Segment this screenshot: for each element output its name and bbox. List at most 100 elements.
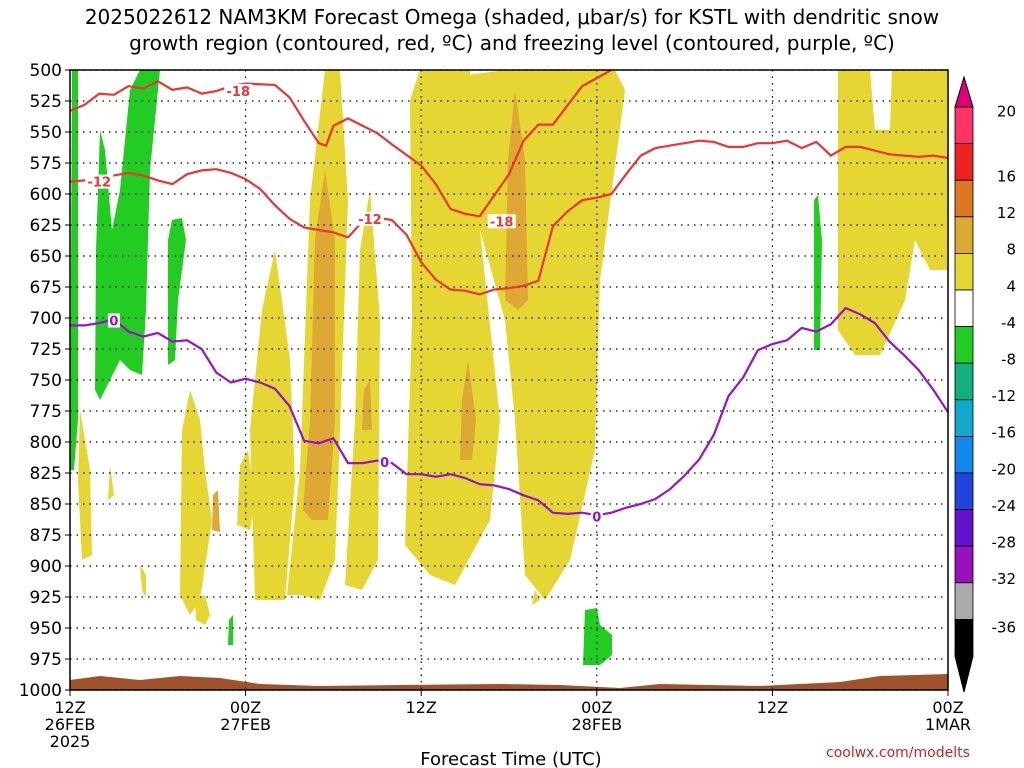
colorbar-swatch: [954, 252, 974, 291]
contour-label--18: -18: [227, 85, 251, 100]
omega-shaded-area: [212, 490, 220, 532]
colorbar-label: -12: [992, 387, 1017, 405]
pressure-tick-label: 500: [30, 61, 62, 81]
contour-label-bg: [85, 174, 114, 189]
site-credit: coolwx.com/modelts: [826, 745, 970, 761]
pressure-tick-label: 675: [30, 278, 62, 298]
colorbar-swatch: [954, 143, 974, 181]
colorbar-label: 20: [997, 102, 1016, 120]
pressure-tick-label: 575: [30, 154, 62, 174]
contour-label-bg: [378, 454, 391, 469]
omega-shading-layer: [70, 70, 948, 690]
colorbar-swatch: [954, 619, 974, 657]
omega-shaded-area: [583, 608, 612, 665]
contour-label-bg: [590, 509, 603, 524]
title-line-1: 2025022612 NAM3KM Forecast Omega (shaded…: [84, 5, 940, 29]
time-tick-label: 12Z: [406, 698, 437, 717]
colorbar-label: -8: [1001, 351, 1016, 369]
time-tick-label: 00Z: [581, 698, 612, 717]
time-tick-label: 12Z: [54, 698, 85, 717]
omega-shaded-area: [108, 465, 114, 500]
time-tick-label: 1MAR: [925, 715, 971, 734]
omega-shaded-area: [78, 410, 92, 560]
contour-label-0: 0: [592, 510, 601, 525]
time-tick-label: 00Z: [230, 698, 261, 717]
pressure-axis: 500 525 550 575 600 625 650 675 700 725 750 775 800 8…: [19, 61, 70, 701]
omega-shaded-area: [814, 195, 822, 350]
time-tick-label: 12Z: [757, 698, 788, 717]
time-tick-label: 28FEB: [571, 715, 622, 734]
title-line-2: growth region (contoured, red, ºC) and f…: [129, 31, 895, 55]
colorbar-swatch: [954, 216, 974, 254]
pressure-tick-label: 850: [30, 495, 62, 515]
omega-colorbar: 20 16 12 8 4 -4 -8 -12 -16 -20 -24 -28 -32 -36: [954, 75, 1017, 693]
contour-label-bg: [224, 84, 253, 99]
colorbar-swatch: [954, 179, 974, 218]
omega-shaded-area: [237, 450, 255, 530]
colorbar-label: -16: [992, 424, 1017, 442]
pressure-tick-label: 875: [30, 526, 62, 546]
omega-shaded-area: [195, 595, 210, 625]
pressure-tick-label: 525: [30, 92, 62, 112]
contour-label-bg: [107, 313, 120, 328]
time-tick-label: 00Z: [932, 698, 963, 717]
colorbar-label: -36: [992, 619, 1017, 637]
pressure-tick-label: 975: [30, 650, 62, 670]
pressure-tick-label: 950: [30, 619, 62, 639]
omega-shaded-area: [250, 250, 295, 600]
pressure-tick-label: 825: [30, 464, 62, 484]
pressure-tick-label: 900: [30, 557, 62, 577]
pressure-tick-label: 625: [30, 216, 62, 236]
omega-shaded-area: [303, 170, 335, 520]
colorbar-swatch: [954, 326, 974, 364]
omega-shaded-area: [180, 390, 212, 615]
contour-label-bg: [355, 211, 384, 226]
colorbar-swatch: [954, 289, 974, 327]
pressure-tick-label: 700: [30, 309, 62, 329]
colorbar-swatch: [954, 582, 974, 620]
colorbar-swatch: [954, 472, 974, 510]
omega-shaded-area: [345, 190, 380, 590]
colorbar-label: -32: [992, 570, 1017, 588]
contour-label-0: 0: [380, 456, 389, 471]
pressure-tick-label: 750: [30, 371, 62, 391]
colorbar-label: 8: [1006, 241, 1016, 259]
pressure-tick-label: 800: [30, 433, 62, 453]
omega-shaded-area: [70, 674, 948, 690]
omega-shaded-area: [168, 218, 186, 365]
pressure-tick-label: 600: [30, 185, 62, 205]
colorbar-bottom-arrow: [954, 655, 974, 693]
x-axis-title: Forecast Time (UTC): [420, 749, 601, 768]
omega-shaded-area: [70, 70, 78, 470]
time-tick-label: 2025: [50, 732, 91, 751]
time-tick-label: 26FEB: [45, 715, 96, 734]
pressure-tick-label: 550: [30, 123, 62, 143]
colorbar-label: 12: [997, 204, 1016, 222]
contour-line--18: [69, 69, 612, 218]
colorbar-label: -4: [1001, 314, 1016, 332]
colorbar-top-arrow: [954, 75, 974, 108]
colorbar-swatch: [954, 362, 974, 401]
colorbar-swatch: [954, 545, 974, 584]
pressure-tick-label: 925: [30, 588, 62, 608]
omega-shaded-area: [362, 380, 372, 430]
colorbar-label: -24: [992, 497, 1017, 515]
pressure-tick-label: 650: [30, 247, 62, 267]
omega-shaded-area: [95, 70, 160, 400]
contour-line-0: [70, 306, 949, 517]
omega-shaded-area: [532, 590, 540, 605]
colorbar-label: -28: [992, 534, 1017, 552]
omega-shaded-area: [838, 70, 948, 355]
omega-shaded-area: [460, 360, 476, 460]
contours-layer: -18 -18 -12 -12 0 0 0: [69, 69, 949, 525]
contour-label-bg: [487, 214, 516, 229]
pressure-tick-label: 775: [30, 402, 62, 422]
colorbar-swatch: [954, 435, 974, 474]
contour-label--12: -12: [88, 176, 112, 191]
omega-shaded-area: [430, 70, 625, 600]
colorbar-label: -20: [992, 460, 1017, 478]
chart-title: 2025022612 NAM3KM Forecast Omega (shaded…: [0, 4, 1024, 56]
contour-label--18: -18: [490, 215, 514, 230]
